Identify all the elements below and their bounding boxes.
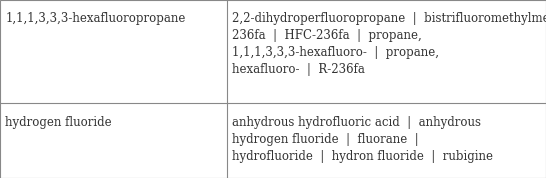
Text: anhydrous hydrofluoric acid  |  anhydrous
hydrogen fluoride  |  fluorane  |
hydr: anhydrous hydrofluoric acid | anhydrous …: [232, 116, 493, 163]
Text: hydrogen fluoride: hydrogen fluoride: [5, 116, 112, 129]
Text: 2,2-dihydroperfluoropropane  |  bistrifluoromethylmethane  |  Freon
236fa  |  HF: 2,2-dihydroperfluoropropane | bistrifluo…: [232, 12, 546, 77]
Text: 1,1,1,3,3,3-hexafluoropropane: 1,1,1,3,3,3-hexafluoropropane: [5, 12, 186, 25]
